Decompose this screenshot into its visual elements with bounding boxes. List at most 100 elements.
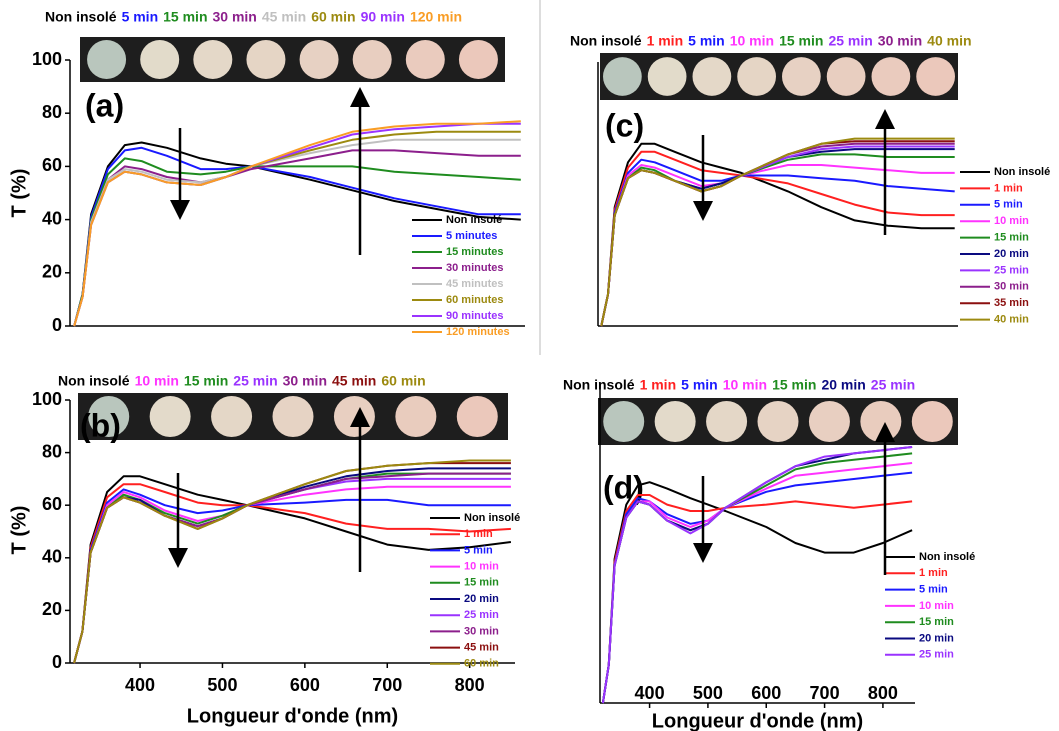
sample-photo <box>458 40 498 79</box>
legend-label: 60 min <box>464 658 499 670</box>
legend-label: 45 min <box>464 642 499 654</box>
x-tick-label: 700 <box>810 683 840 703</box>
panel: Non insolé 5 min 15 min 30 min 45 min 60 min 9… <box>8 9 525 338</box>
sample-photo <box>140 40 180 79</box>
spectrum-line <box>601 446 913 704</box>
sample-label: 10 min <box>723 377 767 393</box>
panel: Non insolé 10 min 15 min 25 min 30 min 45 min… <box>8 373 520 728</box>
y-tick-label: 60 <box>42 155 62 175</box>
sample-photo <box>395 396 437 437</box>
spectrum-line <box>601 462 913 704</box>
legend-label: 15 minutes <box>446 246 503 258</box>
spectrum-line <box>73 477 511 664</box>
legend-label: 5 min <box>994 199 1023 211</box>
legend-label: 35 min <box>994 297 1029 309</box>
legend-label: 60 minutes <box>446 294 503 306</box>
sample-photo <box>299 40 339 79</box>
spectrum-line <box>600 140 955 327</box>
sample-photo <box>808 401 850 442</box>
spectrum-line <box>600 142 955 327</box>
sample-photo <box>871 57 911 96</box>
spectrum-line <box>73 483 511 664</box>
x-tick-label: 500 <box>693 683 723 703</box>
legend-label: 15 min <box>994 232 1029 244</box>
sample-label: 1 min <box>647 33 684 49</box>
sample-label: 20 min <box>821 377 865 393</box>
spectrum-line <box>73 120 521 327</box>
sample-label: 5 min <box>688 33 725 49</box>
x-tick-label: 500 <box>207 675 237 695</box>
sample-label: Non insolé <box>45 9 117 25</box>
legend-label: 90 minutes <box>446 310 503 322</box>
sample-label: 15 min <box>772 377 816 393</box>
sample-photo <box>603 401 645 442</box>
sample-label: 60 min <box>381 373 425 389</box>
sample-photo <box>193 40 233 79</box>
spectrum-line <box>601 481 913 704</box>
sample-label: 25 min <box>233 373 277 389</box>
y-axis-title: T (%) <box>8 506 30 555</box>
spectrum-line <box>73 485 511 664</box>
spectrum-line <box>601 446 913 704</box>
x-tick-label: 400 <box>635 683 665 703</box>
sample-label: Non insolé <box>58 373 130 389</box>
x-tick-label: 800 <box>868 683 898 703</box>
spectrum-line <box>73 146 521 327</box>
x-axis-title: Longueur d'onde (nm) <box>652 710 863 731</box>
sample-photo <box>333 396 375 437</box>
y-tick-label: 40 <box>42 208 62 228</box>
legend-label: 30 min <box>464 625 499 637</box>
x-tick-label: 800 <box>455 675 485 695</box>
sample-photo <box>272 396 314 437</box>
legend-label: 20 min <box>464 593 499 605</box>
legend-label: 120 minutes <box>446 326 510 338</box>
legend-label: 40 min <box>994 314 1029 326</box>
sample-photo <box>149 396 191 437</box>
sample-label: 45 min <box>332 373 376 389</box>
sample-photo <box>654 401 696 442</box>
legend-label: Non insolé <box>919 551 975 563</box>
arrows <box>168 87 895 575</box>
spectrum-line <box>601 452 913 704</box>
sample-label: 15 min <box>184 373 228 389</box>
sample-photo <box>911 401 953 442</box>
sample-photo <box>860 401 902 442</box>
legend-label: 25 min <box>919 649 954 661</box>
sample-label: 120 min <box>410 9 462 25</box>
sample-label: Non insolé <box>570 33 642 49</box>
spectrum-line <box>600 150 955 327</box>
sample-label: 30 min <box>878 33 922 49</box>
sample-label: 5 min <box>122 9 159 25</box>
x-tick-label: 600 <box>751 683 781 703</box>
legend-label: 10 min <box>464 561 499 573</box>
sample-label: 15 min <box>779 33 823 49</box>
y-tick-label: 100 <box>32 389 62 409</box>
panel: Non insolé 1 min 5 min 10 min 15 min 20 min 25… <box>563 377 975 731</box>
x-axis-title: Longueur d'onde (nm) <box>187 705 398 727</box>
legend-label: 45 minutes <box>446 278 503 290</box>
x-tick-label: 400 <box>125 675 155 695</box>
y-axis-title: T (%) <box>8 169 30 218</box>
legend-label: Non insolé <box>446 214 502 226</box>
sample-label: 40 min <box>927 33 971 49</box>
sample-label: 30 min <box>213 9 257 25</box>
spectrum-line <box>600 137 955 327</box>
sample-photo <box>692 57 732 96</box>
sample-photo <box>782 57 821 96</box>
x-tick-label: 700 <box>372 675 402 695</box>
y-tick-label: 20 <box>42 262 62 282</box>
spectrum-line <box>600 153 955 327</box>
sample-label: 25 min <box>871 377 915 393</box>
sample-photo <box>647 57 687 96</box>
legend-label: Non insolé <box>994 166 1050 178</box>
sample-label: 30 min <box>283 373 327 389</box>
sample-label: 45 min <box>262 9 306 25</box>
legend-label: 20 min <box>994 248 1029 260</box>
legend-label: 5 min <box>464 544 493 556</box>
sample-label: 15 min <box>163 9 207 25</box>
spectrum-line <box>73 475 512 664</box>
legend-label: 5 minutes <box>446 230 497 242</box>
y-tick-label: 40 <box>42 547 62 567</box>
sample-photo <box>757 401 799 442</box>
y-tick-label: 80 <box>42 441 62 461</box>
